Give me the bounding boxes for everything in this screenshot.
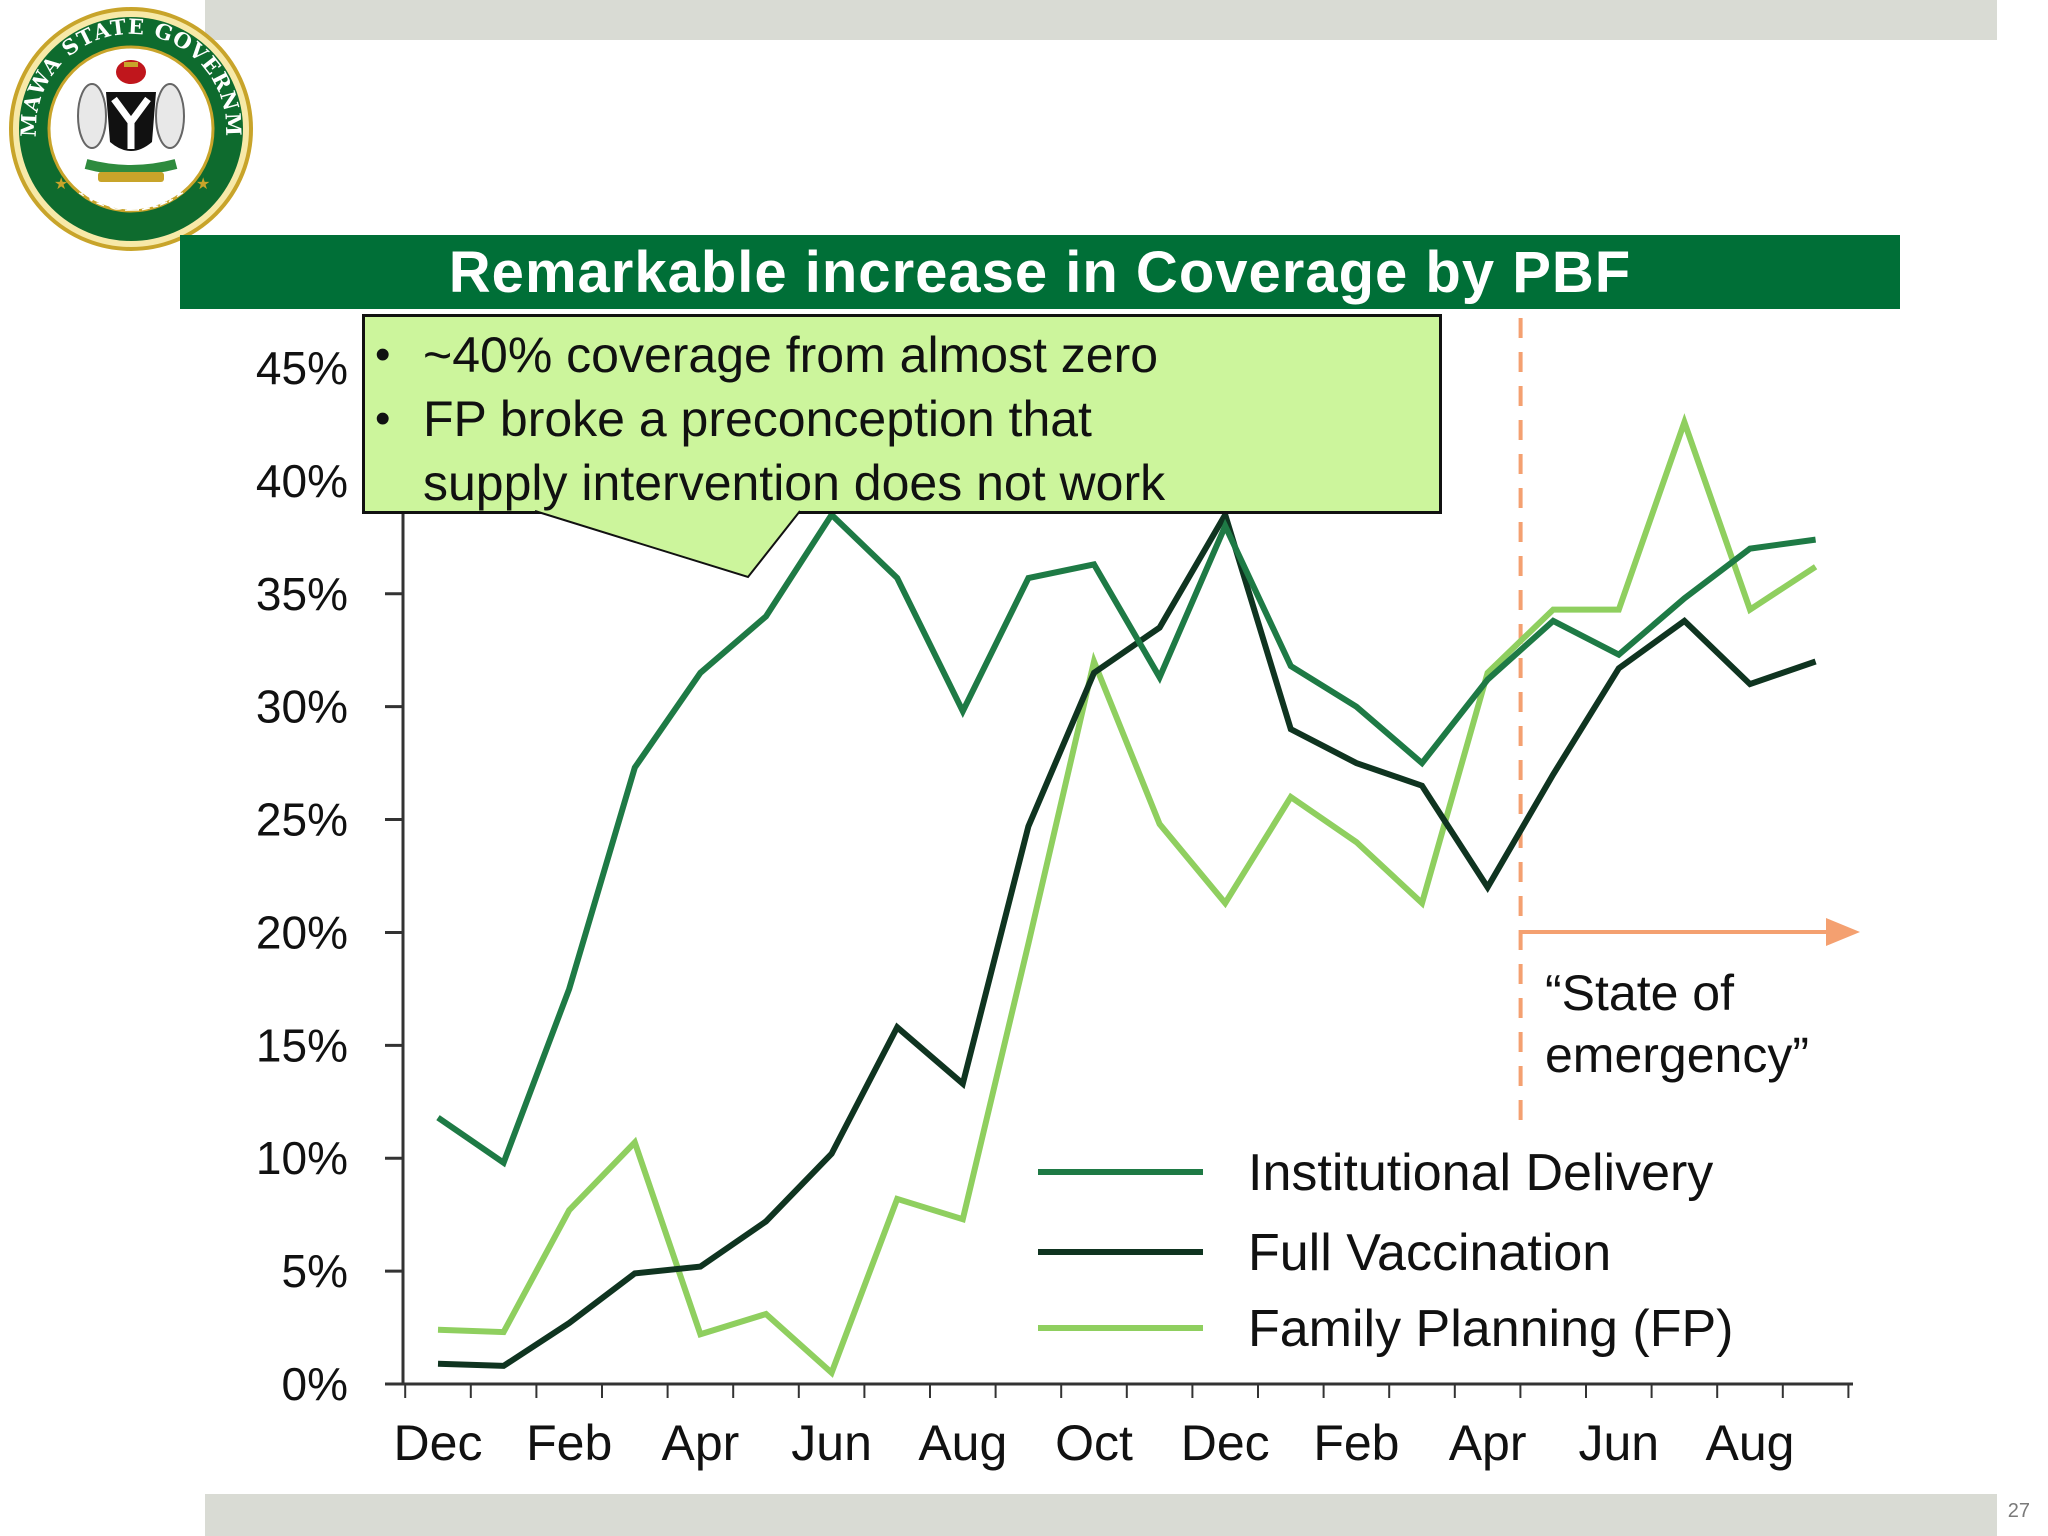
x-tick-label: Dec	[1181, 1415, 1270, 1471]
svg-text:★: ★	[54, 176, 68, 193]
callout-bullet-2: FP broke a preconception that	[375, 387, 1439, 451]
chart-series-lines	[436, 413, 1818, 1378]
state-of-emergency-annotation: “State of emergency”	[1518, 318, 1860, 1128]
coat-of-arms-icon	[77, 60, 185, 182]
x-tick-label: Apr	[1449, 1415, 1527, 1471]
legend-label-institutional-delivery: Institutional Delivery	[1248, 1144, 1713, 1202]
emergency-label-line2: emergency”	[1545, 1027, 1809, 1083]
y-tick-label: 30%	[256, 681, 348, 733]
chart-legend: Institutional Delivery Full Vaccination Fa…	[1038, 1144, 1733, 1358]
y-tick-label: 15%	[256, 1019, 348, 1071]
x-tick-label: Apr	[661, 1415, 739, 1471]
callout-bullet-1: ~40% coverage from almost zero	[375, 323, 1439, 387]
series-full-vaccination	[437, 507, 1817, 1369]
legend-label-full-vaccination: Full Vaccination	[1248, 1224, 1611, 1282]
svg-text:★: ★	[196, 176, 210, 193]
x-tick-label: Aug	[918, 1415, 1007, 1471]
y-tick-label: 25%	[256, 794, 348, 846]
slide-title: Remarkable increase in Coverage by PBF	[448, 240, 1632, 305]
callout-box: ~40% coverage from almost zero FP broke …	[362, 314, 1442, 514]
x-tick-label: Dec	[394, 1415, 483, 1471]
y-tick-label: 40%	[256, 455, 348, 507]
y-tick-label: 20%	[256, 906, 348, 958]
y-tick-label: 35%	[256, 568, 348, 620]
x-tick-label: Feb	[1313, 1415, 1399, 1471]
series-family-planning	[437, 413, 1818, 1378]
x-tick-label: Jun	[791, 1415, 872, 1471]
x-tick-label: Feb	[526, 1415, 612, 1471]
y-tick-label: 0%	[282, 1358, 348, 1410]
top-decor-bar	[205, 0, 1997, 40]
chart-axes: 0% 5% 10% 15% 20% 25% 30% 35% 40% 45% Dec Feb Apr Jun…	[256, 338, 1853, 1471]
callout-bullet-2-continuation: supply intervention does not work	[423, 455, 1166, 511]
page-number: 27	[2007, 1500, 2030, 1522]
x-tick-label: Jun	[1578, 1415, 1659, 1471]
series-institutional-delivery	[436, 510, 1817, 1168]
emergency-label-line1: “State of	[1545, 965, 1734, 1021]
y-tick-label: 10%	[256, 1132, 348, 1184]
y-tick-label: 5%	[282, 1245, 348, 1297]
bottom-decor-bar	[205, 1494, 1997, 1536]
x-tick-label: Oct	[1055, 1415, 1133, 1471]
emergency-arrow-head	[1826, 918, 1860, 946]
legend-label-family-planning: Family Planning (FP)	[1248, 1300, 1733, 1358]
title-band: Remarkable increase in Coverage by PBF	[180, 235, 1900, 309]
x-tick-label: Aug	[1706, 1415, 1795, 1471]
y-tick-label: 45%	[256, 342, 348, 394]
adamawa-state-seal: ADAMAWA STATE GOVERNMENT NIGERIA ★ ★	[6, 4, 253, 251]
